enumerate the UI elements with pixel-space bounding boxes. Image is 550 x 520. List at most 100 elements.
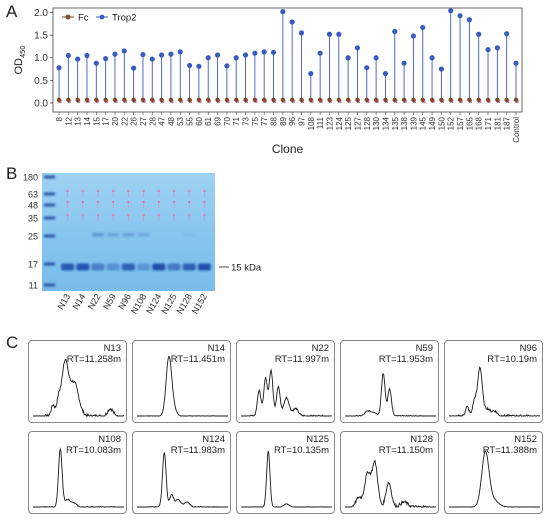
marker-band: [44, 175, 55, 179]
lane-label: N59: [101, 292, 118, 311]
trop2-point: [168, 51, 174, 57]
fc-point: [56, 97, 62, 102]
lane-band-15kda: [182, 263, 196, 271]
chromatogram-panel: N13 RT=11.258m: [28, 340, 127, 423]
gel-background: [42, 173, 215, 291]
x-tick-label: 75: [251, 116, 260, 125]
fc-point: [420, 97, 425, 102]
lane-label: N22: [86, 292, 103, 311]
lane-label: N13: [55, 292, 72, 311]
x-tick-label: 48: [167, 116, 176, 125]
fc-point: [429, 97, 435, 102]
x-tick-label: 55: [186, 116, 195, 125]
trop2-point: [270, 49, 277, 55]
trop2-point: [93, 60, 99, 66]
fc-point: [234, 97, 239, 102]
x-tick-label: 145: [419, 116, 428, 130]
fc-point: [448, 97, 453, 102]
fc-point: [261, 97, 267, 102]
fc-point: [122, 97, 127, 102]
trop2-point: [476, 31, 482, 37]
y-tick-label: 1.0: [34, 53, 48, 64]
trop2-point: [410, 33, 417, 39]
fc-point: [355, 97, 360, 102]
fc-point: [215, 97, 220, 102]
lane-band-15kda: [91, 263, 105, 271]
lane-artifact-dot: [172, 200, 176, 204]
lane-band-15kda: [197, 263, 211, 271]
trop2-point: [242, 52, 249, 58]
fc-point: [383, 97, 388, 102]
x-tick-label: 138: [400, 116, 409, 130]
x-tick-label: 26: [130, 116, 139, 125]
lane-artifact-dot: [112, 213, 115, 217]
lane-band-15kda: [137, 263, 151, 271]
chromatogram-sample-label: N124: [202, 434, 225, 445]
chromatogram-line: [32, 358, 125, 418]
chromatogram-trace-svg: [137, 452, 228, 508]
chromatogram-panel: N108 RT=10.083m: [28, 431, 127, 514]
lane-label: N152: [190, 292, 209, 316]
chromatogram-line: [33, 447, 125, 508]
trop2-point: [121, 48, 127, 54]
x-tick-label: 171: [484, 116, 493, 130]
lane-band-upper: [137, 233, 150, 237]
x-tick-label: 53: [176, 116, 185, 125]
trop2-point: [112, 51, 118, 57]
trop2-point: [56, 65, 62, 71]
x-tick-label: 149: [428, 116, 437, 130]
x-tick-label: 135: [391, 116, 400, 130]
trop2-point: [392, 28, 398, 35]
fc-point: [224, 97, 230, 102]
x-tick-label: 150: [437, 116, 446, 130]
x-tick-label: 168: [475, 116, 484, 130]
plot-frame: [52, 7, 523, 113]
lane-artifact-dot: [127, 200, 130, 204]
fc-point: [327, 97, 332, 102]
fc-point: [84, 97, 90, 102]
fc-point: [299, 97, 304, 102]
trop2-point: [513, 60, 519, 66]
marker-kda-label: 35: [28, 214, 38, 224]
x-tick-label: 88: [270, 116, 279, 125]
fc-point: [495, 97, 500, 102]
trop2-point: [233, 55, 239, 61]
lane-artifact-dot: [66, 200, 69, 204]
panel-c-letter: C: [6, 333, 19, 352]
trop2-point: [149, 56, 155, 62]
fc-point: [308, 97, 314, 102]
lane-band-15kda: [121, 263, 135, 271]
fc-point: [364, 97, 369, 102]
fc-point: [196, 97, 202, 102]
fc-point: [289, 97, 295, 102]
chromatogram-trace-svg: [32, 358, 125, 418]
chromatogram-line: [241, 368, 333, 417]
chromatogram-line: [449, 450, 541, 508]
trop2-point: [214, 52, 221, 58]
trop2-point: [364, 65, 370, 71]
lane-band-15kda: [152, 263, 166, 271]
fc-point: [317, 97, 323, 102]
chromatogram-sample-label: N152: [514, 434, 537, 445]
fc-point: [280, 97, 286, 102]
chromatogram-rt-label: RT=11.953m: [378, 354, 433, 365]
x-tick-label: 152: [447, 116, 456, 130]
panel-a-lollipop-chart: 0.0 0.5 1.0 1.5 2.0 OD450 8 12 13 14 15 17 20 22 26 27 2…: [13, 7, 523, 156]
chromatogram-rt-label: RT=11.258m: [66, 354, 121, 365]
x-tick-label: 108: [307, 116, 316, 130]
chromatogram-panel: N59 RT=11.953m: [340, 340, 439, 423]
lane-artifact-dot: [81, 200, 85, 204]
fc-point: [457, 97, 463, 102]
x-tick-label: 89: [279, 116, 288, 125]
x-tick-label: 14: [83, 116, 92, 125]
trop2-point: [205, 55, 211, 61]
x-tick-label: 128: [363, 116, 372, 130]
panel-a-letter: A: [6, 2, 18, 21]
chromatogram-trace-svg: [33, 447, 125, 508]
panel-c-chromatogram-grid: N13 RT=11.258m N14 RT=11.451m N22 RT=11.997m N…: [28, 340, 546, 516]
lane-artifact-dot: [157, 213, 160, 217]
chromatogram-sample-label: N59: [415, 343, 433, 354]
fc-point: [411, 97, 416, 102]
x-tick-label: 71: [232, 116, 241, 125]
chromatogram-line: [345, 373, 437, 417]
